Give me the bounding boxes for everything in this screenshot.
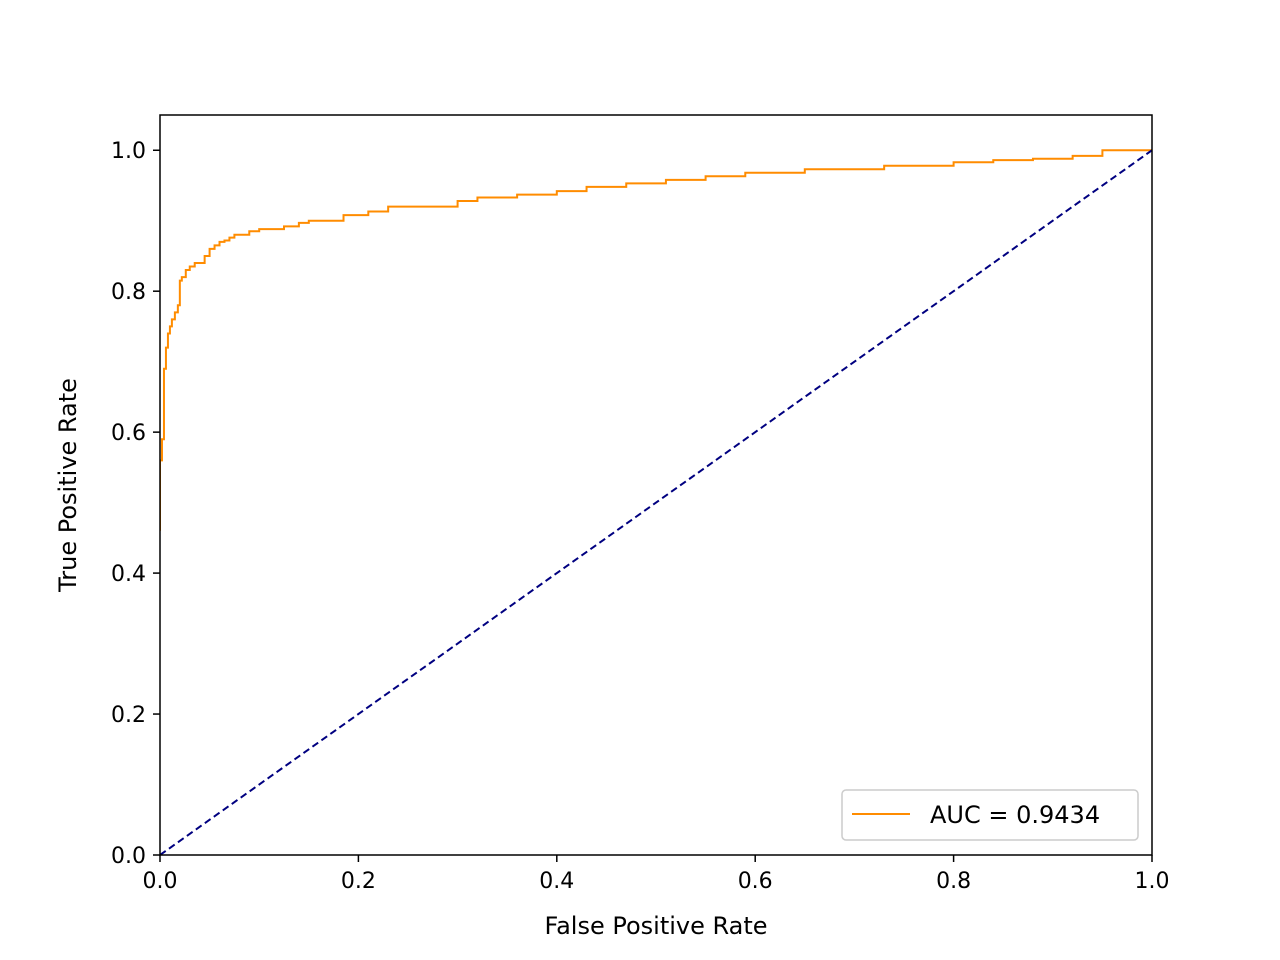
y-tick-label: 0.2 [111,703,146,728]
x-axis-label: False Positive Rate [544,912,767,940]
roc-curve-line [160,149,1152,531]
x-tick-label: 0.2 [341,869,376,894]
y-tick-label: 0.0 [111,844,146,869]
plot-area [160,149,1152,855]
y-tick-label: 0.4 [111,562,146,587]
x-tick-label: 0.8 [936,869,971,894]
legend: AUC = 0.9434 [841,789,1139,841]
legend-label: AUC = 0.9434 [930,801,1100,829]
x-tick-label: 0.4 [539,869,574,894]
x-tick-label: 0.6 [738,869,773,894]
y-tick-label: 0.8 [111,280,146,305]
diagonal-reference-line [160,149,1152,855]
legend-box [841,789,1139,841]
x-tick-label: 0.0 [143,869,178,894]
axes: 0.0 0.2 0.4 0.6 0.8 1.0 0.0 0.2 0.4 0.6 0.8 1.0 [111,114,1170,894]
axes-frame [159,114,1153,856]
y-tick-label: 0.6 [111,421,146,446]
x-tick-label: 1.0 [1135,869,1170,894]
y-tick-label: 1.0 [111,139,146,164]
y-axis-label: True Positive Rate [54,378,82,593]
